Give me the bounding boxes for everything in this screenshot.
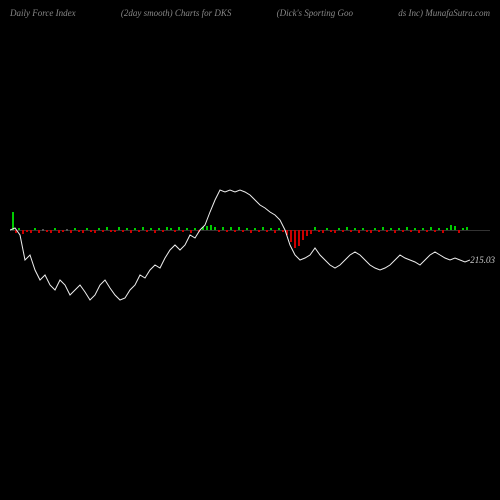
chart-header: Daily Force Index (2day smooth) Charts f… xyxy=(0,8,500,28)
force-index-line xyxy=(10,190,470,300)
header-mid1: (2day smooth) Charts for DKS xyxy=(121,8,232,28)
chart-area: 215.03 xyxy=(10,30,470,490)
header-mid2: (Dick's Sporting Goo xyxy=(277,8,353,28)
header-left: Daily Force Index xyxy=(10,8,76,28)
header-right: ds Inc) MunafaSutra.com xyxy=(398,8,490,28)
price-label: 215.03 xyxy=(470,255,495,265)
force-line xyxy=(10,30,470,490)
